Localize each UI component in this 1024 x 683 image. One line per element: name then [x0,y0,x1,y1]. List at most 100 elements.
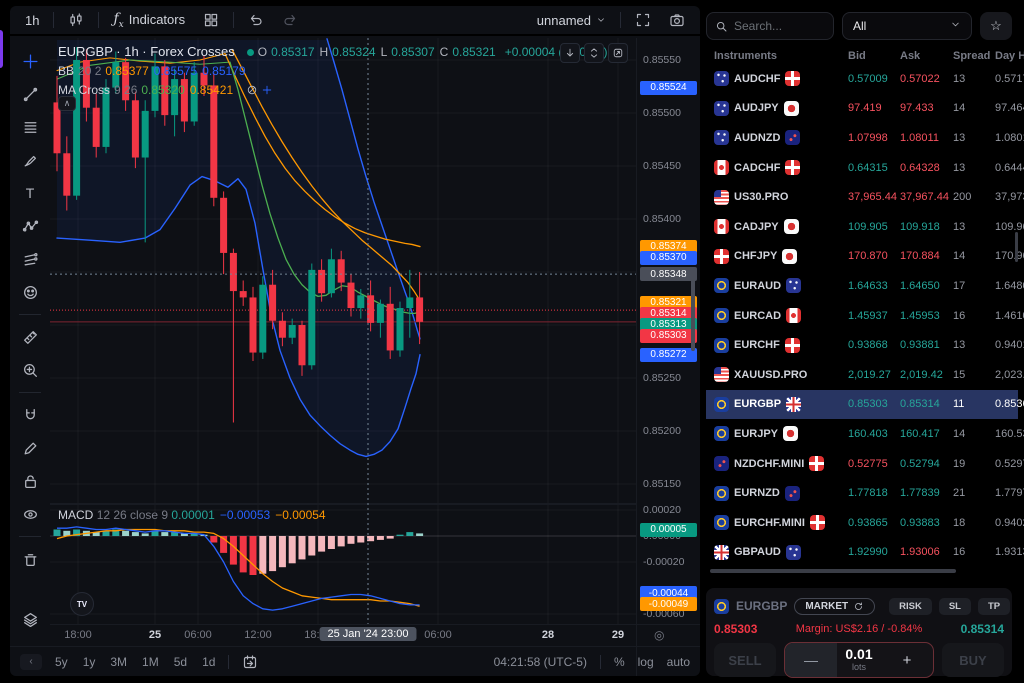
drawing-toolbar: T [10,38,50,676]
ma-legend-row[interactable]: MA Cross 9 26 0.85320 0.85421 [58,81,611,100]
sl-button[interactable]: SL [938,597,971,615]
magnet-tool[interactable] [17,402,43,428]
macd-legend-row[interactable]: MACD 12 26 close 9 0.00001 −0.00053 −0.000… [58,508,326,522]
fib-icon [24,121,36,133]
trend-line-tool[interactable] [17,81,43,107]
go-to-realtime-button[interactable]: ◎ [654,628,665,642]
ruler-tool[interactable] [17,324,43,350]
clock[interactable]: 04:21:58 (UTC-5) [493,654,587,669]
emoji-tool[interactable] [17,279,43,305]
redo-button[interactable] [275,9,305,31]
chart-type-button[interactable] [61,9,91,31]
column-header[interactable]: Ask [900,50,921,62]
column-header[interactable]: Bid [848,50,866,62]
quantity-increase-button[interactable]: + [902,651,912,669]
fullscreen-button[interactable] [628,9,658,31]
instrument-symbol: AUDCHF [734,72,781,85]
hide-drawings-tool[interactable] [17,501,43,527]
quantity-value[interactable]: 0.01 lots [845,646,873,672]
brush-tool[interactable] [17,147,43,173]
object-tree[interactable] [17,606,43,632]
hide-indicator-icon[interactable] [246,84,258,96]
tradingview-logo[interactable]: TV [70,592,94,616]
sell-button[interactable]: SELL [714,643,776,677]
price-scale[interactable]: 0.85550 0.85500 0.85450 0.85400 0.85250 0.852… [636,38,700,676]
instrument-symbol: EURCAD [734,309,782,322]
layout-grid-button[interactable] [196,9,226,31]
text-tool[interactable]: T [25,185,35,201]
snapshot-button[interactable] [662,9,692,31]
vertical-scrollbar-thumb[interactable] [1015,232,1018,262]
percent-scale-button[interactable]: % [613,654,625,669]
search-input[interactable] [734,19,814,33]
collapse-toolbar-button[interactable]: ‹ [20,653,42,670]
chart-plot-area[interactable]: EURGBP · 1h · Forex Crosses O 0.85317 H 0.85… [50,38,636,676]
range-button-1d[interactable]: 1d [202,654,216,669]
draw-lock-tool[interactable] [17,435,43,461]
range-button-5d[interactable]: 5d [173,654,188,669]
fib-retracement-tool[interactable] [17,114,43,140]
trash-icon [24,553,36,566]
quantity-stepper[interactable]: — 0.01 lots + [784,642,934,678]
go-to-date-icon[interactable] [242,654,258,670]
forecast-tool[interactable] [17,246,43,272]
filter-dropdown[interactable]: All [842,12,972,40]
add-indicator-icon[interactable] [261,84,273,96]
tp-button[interactable]: TP [977,597,1011,615]
order-type-button[interactable]: MARKET [794,597,876,615]
collapse-pane-button[interactable] [584,43,604,63]
interval-button[interactable]: 1h [25,12,40,28]
legend-collapse-button[interactable]: ∧ [58,96,76,111]
pattern-tool[interactable] [17,213,43,239]
lock-all-tool[interactable] [17,468,43,494]
column-header[interactable]: Instruments [714,50,777,62]
crosshair-tool[interactable] [17,48,43,74]
price-chart[interactable] [50,38,636,625]
zoom-tool[interactable] [17,357,43,383]
risk-button[interactable]: RISK [889,597,932,615]
favorites-button[interactable]: ☆ [980,12,1012,40]
range-button-3M[interactable]: 3M [110,654,128,669]
price-label: 0.85150 [643,478,681,490]
horizontal-scrollbar-thumb[interactable] [710,569,956,573]
remove-drawings-tool[interactable] [17,546,43,572]
quantity-decrease-button[interactable]: — [785,643,837,677]
symbol-legend-row[interactable]: EURGBP · 1h · Forex Crosses O 0.85317 H 0.85… [58,42,611,62]
instrument-symbol: EURCHF.MINI [734,516,805,529]
log-scale-button[interactable]: log [637,654,654,669]
maximize-pane-button[interactable] [608,43,628,63]
search-box[interactable] [706,12,834,40]
scrollbar-thumb[interactable] [691,279,695,351]
bb-legend-row[interactable]: BB 20 2 0.85377 0.85575 0.85179 [58,64,246,79]
column-header[interactable]: Day High [995,50,1024,62]
range-button-1M[interactable]: 1M [142,654,159,669]
range-button-5y[interactable]: 5y [55,654,68,669]
layout-name-dropdown[interactable]: unnamed [530,10,613,31]
time-scale[interactable]: 18:00 25 06:00 12:00 18:00 06:00 28 29 25 Jan '2… [50,624,700,646]
range-button-1y[interactable]: 1y [82,654,96,669]
move-pane-down-button[interactable] [560,43,580,63]
undo-button[interactable] [241,9,271,31]
column-header[interactable]: Spread [953,50,991,62]
buy-button[interactable]: BUY [942,643,1004,677]
brush-icon [24,155,36,166]
indicators-button[interactable]: ƒx Indicators [113,10,186,30]
auto-scale-button[interactable]: auto [666,654,690,669]
